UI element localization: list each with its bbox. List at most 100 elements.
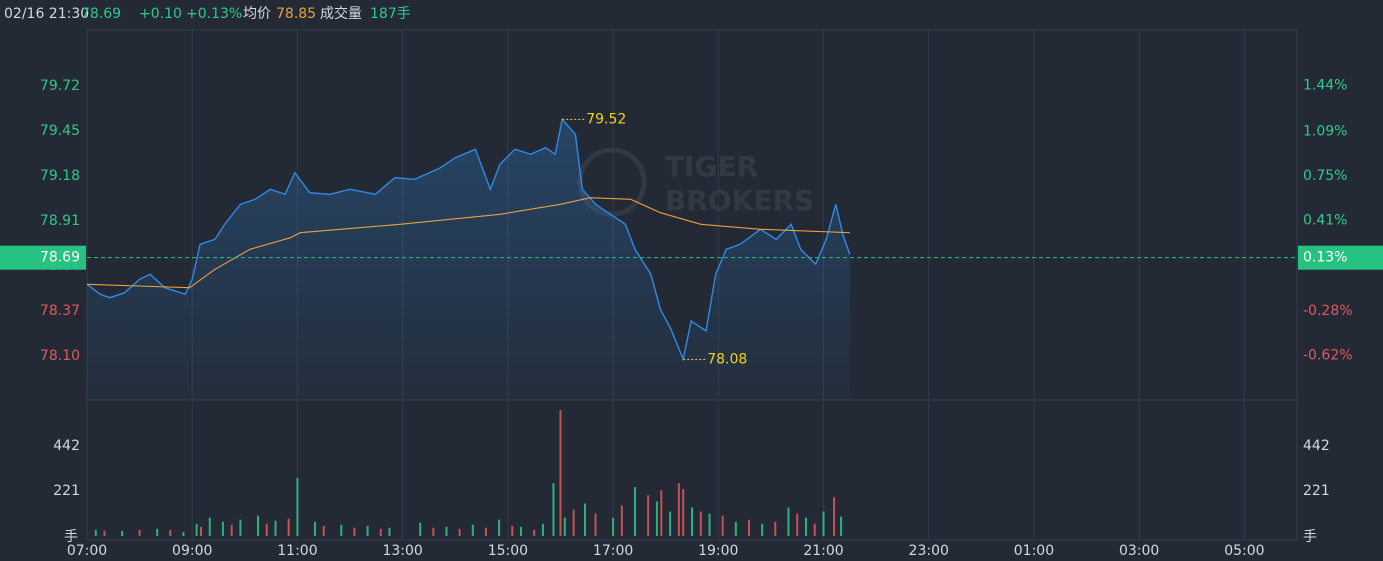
volume-bar	[520, 526, 523, 536]
current-price-box	[0, 245, 86, 270]
volume-bar	[498, 519, 501, 536]
y2-tick-label: -0.28%	[1303, 303, 1353, 319]
volume-bar	[796, 513, 799, 536]
watermark-text: TIGER	[665, 150, 758, 183]
current-price-label: 78.69	[40, 250, 80, 266]
volume-bar	[432, 527, 435, 536]
volume-bar	[708, 513, 711, 536]
volume-bar	[169, 529, 172, 536]
x-tick-label: 03:00	[1119, 543, 1159, 559]
volume-bar	[669, 511, 672, 536]
volume-bar	[313, 521, 316, 536]
x-tick-label: 19:00	[698, 543, 738, 559]
volume-bar	[239, 519, 242, 536]
volume-bar	[594, 513, 597, 536]
volume-bar	[353, 527, 356, 536]
y-tick-label: 79.18	[40, 168, 80, 184]
volume-bar	[256, 515, 259, 536]
volume-bar	[620, 505, 623, 536]
volume-bar	[296, 477, 299, 536]
volume-bar	[265, 523, 268, 536]
x-tick-label: 05:00	[1224, 543, 1264, 559]
header-time: 02/16 21:30	[4, 6, 89, 22]
volume-bar	[552, 483, 555, 536]
volume-bar	[121, 530, 124, 536]
volume-bar	[195, 523, 198, 536]
volume-bar	[734, 521, 737, 536]
volume-bar	[199, 526, 202, 536]
volume-bar	[682, 489, 685, 536]
volume-bar	[471, 524, 474, 536]
y-tick-label: 79.72	[40, 78, 80, 94]
y-tick-label: 78.91	[40, 213, 80, 229]
volume-bar	[787, 507, 790, 536]
header-avg-label: 均价	[243, 6, 271, 22]
volume-bar	[208, 517, 211, 536]
volume-bar	[156, 528, 159, 536]
header-price: 78.69	[81, 6, 121, 22]
x-tick-label: 17:00	[593, 543, 633, 559]
volume-bar	[655, 501, 658, 536]
volume-bar	[691, 507, 693, 536]
volume-bar	[511, 525, 514, 536]
volume-bar	[833, 497, 836, 536]
watermark: TIGER BROKERS	[577, 147, 814, 217]
volume-bar	[379, 528, 382, 536]
x-tick-label: 13:00	[382, 543, 422, 559]
volume-bar	[533, 529, 536, 536]
average-line	[86, 197, 850, 289]
y-tick-label: 78.37	[40, 303, 80, 319]
volume-bar	[484, 527, 487, 536]
volume-bar	[541, 523, 544, 536]
x-tick-label: 21:00	[803, 543, 843, 559]
annotation-label: 78.08	[707, 351, 747, 367]
volume-bar	[804, 517, 807, 536]
volume-bar	[761, 523, 764, 536]
volume-bar	[572, 509, 575, 536]
volume-bar	[634, 487, 637, 536]
volume-bar	[138, 529, 141, 536]
watermark-text: BROKERS	[665, 184, 814, 217]
volume-bar	[584, 503, 587, 536]
volume-bar	[388, 527, 391, 536]
volume-bar	[559, 410, 562, 536]
y2-tick-label: 0.41%	[1303, 213, 1347, 229]
x-tick-label: 23:00	[909, 543, 949, 559]
price-area	[87, 119, 850, 401]
volume-bar	[699, 511, 702, 536]
volume-bar	[103, 530, 106, 536]
volume-bar	[182, 531, 185, 536]
volume-bar	[774, 521, 777, 536]
volume-bar	[419, 522, 422, 536]
volume-bar	[660, 490, 663, 536]
volume-unit: 手	[1303, 529, 1317, 545]
volume-bar	[813, 523, 816, 536]
annotation-label: 79.52	[586, 111, 626, 127]
x-tick-label: 07:00	[67, 543, 107, 559]
y-tick-label: 78.10	[40, 348, 80, 364]
volume-bar	[840, 516, 843, 536]
header-change-pct: +0.13%	[186, 6, 242, 22]
current-pct-label: 0.13%	[1303, 250, 1347, 266]
volume-tick-label: 221	[53, 483, 80, 499]
volume-bar	[221, 521, 224, 536]
volume-bar	[747, 519, 750, 536]
header-change: +0.10	[139, 6, 182, 22]
volume-tick-label: 442	[53, 438, 80, 454]
header-volume: 187手	[370, 6, 411, 22]
volume-tick-label: 442	[1303, 438, 1330, 454]
volume-bar	[274, 520, 277, 536]
volume-bar	[677, 483, 680, 536]
current-pct-box	[1298, 245, 1383, 270]
volume-bar	[647, 495, 650, 536]
volume-bar	[287, 518, 290, 536]
volume-bar	[721, 515, 724, 536]
volume-unit: 手	[64, 529, 78, 545]
volume-bar	[366, 525, 369, 536]
y2-tick-label: 0.75%	[1303, 168, 1347, 184]
volume-bar	[322, 525, 325, 536]
volume-bar	[445, 526, 448, 536]
volume-bar	[230, 524, 233, 536]
